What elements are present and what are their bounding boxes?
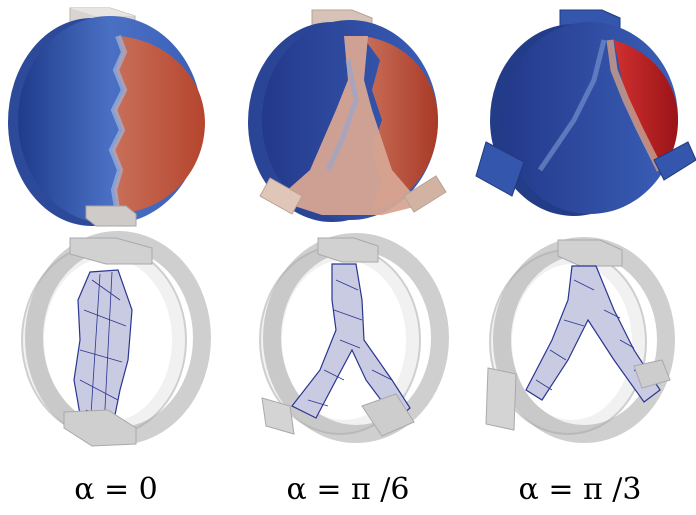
crack-mesh-alpha-0 — [0, 230, 232, 455]
disk-render-alpha-0 — [0, 0, 232, 235]
disk-render-alpha-pi-3 — [464, 0, 696, 235]
crack-mesh-alpha-pi-3 — [464, 230, 696, 455]
caption-alpha-pi-3: α = π /3 — [518, 472, 642, 507]
disk-render-alpha-pi-6 — [232, 0, 464, 235]
caption-alpha-pi-6: α = π /6 — [286, 472, 410, 507]
crack-mesh-alpha-pi-6 — [232, 230, 464, 455]
caption-alpha-0: α = 0 — [74, 472, 158, 507]
